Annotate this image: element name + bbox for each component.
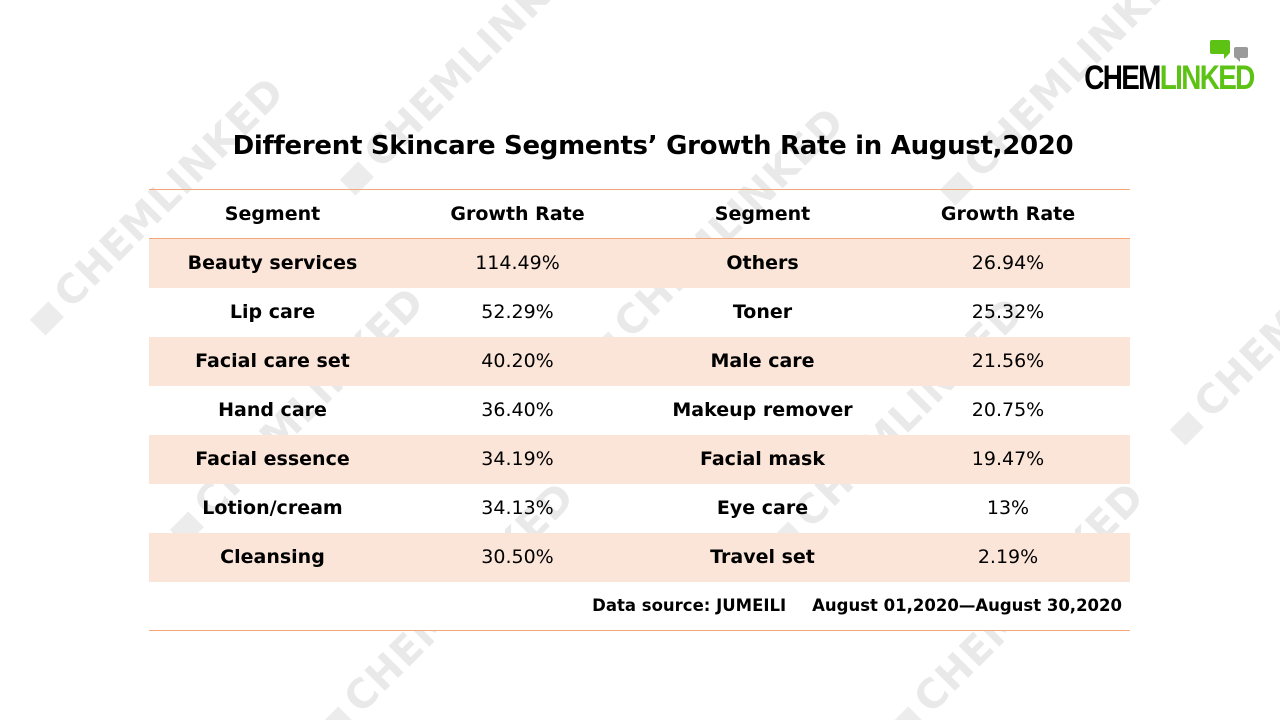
- logo-text: CHEMLINKED: [1084, 59, 1256, 97]
- segment-cell: Others: [726, 252, 799, 275]
- table-header-row: Segment Growth Rate Segment Growth Rate: [149, 189, 1130, 239]
- growth-rate-cell: 21.56%: [971, 350, 1045, 372]
- header-segment-right: Segment: [714, 203, 811, 225]
- date-range-text: August 01,2020—August 30,2020: [812, 596, 1122, 616]
- logo-text-chem: CHEM: [1084, 59, 1162, 97]
- table-row: Beauty services 114.49% Others 26.94%: [149, 238, 1130, 288]
- segment-cell: Eye care: [716, 497, 809, 519]
- growth-rate-cell: 13%: [986, 497, 1030, 519]
- page-title: Different Skincare Segments’ Growth Rate…: [232, 131, 1074, 161]
- segment-cell: Facial care set: [195, 350, 350, 372]
- segment-cell: Hand care: [218, 399, 327, 421]
- growth-rate-cell: 20.75%: [971, 399, 1045, 421]
- source-note: Data source: JUMEILI August 01,2020—Augus…: [149, 582, 1130, 631]
- growth-rate-cell: 52.29%: [481, 301, 554, 323]
- chat-bubbles-icon: [1210, 40, 1250, 62]
- growth-rate-cell: 114.49%: [475, 252, 560, 275]
- header-growth-rate-left: Growth Rate: [450, 203, 585, 225]
- growth-rate-cell: 2.19%: [977, 546, 1039, 568]
- header-segment-left: Segment: [224, 203, 321, 225]
- growth-rate-cell: 34.19%: [481, 448, 554, 470]
- segment-cell: Male care: [710, 350, 815, 372]
- segment-cell: Travel set: [710, 546, 815, 568]
- growth-rate-cell: 19.47%: [971, 448, 1045, 470]
- growth-rate-cell: 34.13%: [481, 497, 554, 519]
- source-row: Data source: JUMEILI August 01,2020—Augus…: [149, 581, 1130, 631]
- table-row: Facial care set 40.20% Male care 21.56%: [149, 336, 1130, 386]
- growth-rate-table: Segment Growth Rate Segment Growth Rate …: [149, 189, 1130, 631]
- segment-cell: Lip care: [229, 301, 316, 323]
- table-row: Cleansing 30.50% Travel set 2.19%: [149, 532, 1130, 582]
- watermark: CHEMLINKED: [930, 0, 1204, 213]
- data-source-text: Data source: JUMEILI: [592, 596, 787, 616]
- segment-cell: Facial mask: [700, 448, 825, 470]
- table-row: Lip care 52.29% Toner 25.32%: [149, 288, 1130, 337]
- logo-text-linked: LINKED: [1160, 59, 1256, 97]
- watermark: CHEMLINKED: [1160, 179, 1280, 453]
- growth-rate-cell: 36.40%: [481, 399, 554, 421]
- header-growth-rate-right: Growth Rate: [940, 203, 1076, 225]
- segment-cell: Beauty services: [187, 252, 358, 275]
- table-row: Hand care 36.40% Makeup remover 20.75%: [149, 386, 1130, 435]
- segment-cell: Lotion/cream: [202, 497, 343, 519]
- table-row: Facial essence 34.19% Facial mask 19.47%: [149, 434, 1130, 484]
- segment-cell: Makeup remover: [672, 399, 853, 421]
- table-row: Lotion/cream 34.13% Eye care 13%: [149, 484, 1130, 533]
- segment-cell: Facial essence: [195, 448, 350, 470]
- growth-rate-table-container: Segment Growth Rate Segment Growth Rate …: [149, 189, 1130, 631]
- growth-rate-cell: 26.94%: [971, 252, 1045, 275]
- growth-rate-cell: 40.20%: [481, 350, 554, 372]
- segment-cell: Toner: [732, 301, 793, 323]
- watermark: CHEMLINKED: [330, 0, 604, 203]
- chemlinked-logo: CHEMLINKED: [1080, 40, 1256, 97]
- growth-rate-cell: 25.32%: [971, 301, 1045, 323]
- segment-cell: Cleansing: [220, 546, 325, 568]
- growth-rate-cell: 30.50%: [481, 546, 554, 568]
